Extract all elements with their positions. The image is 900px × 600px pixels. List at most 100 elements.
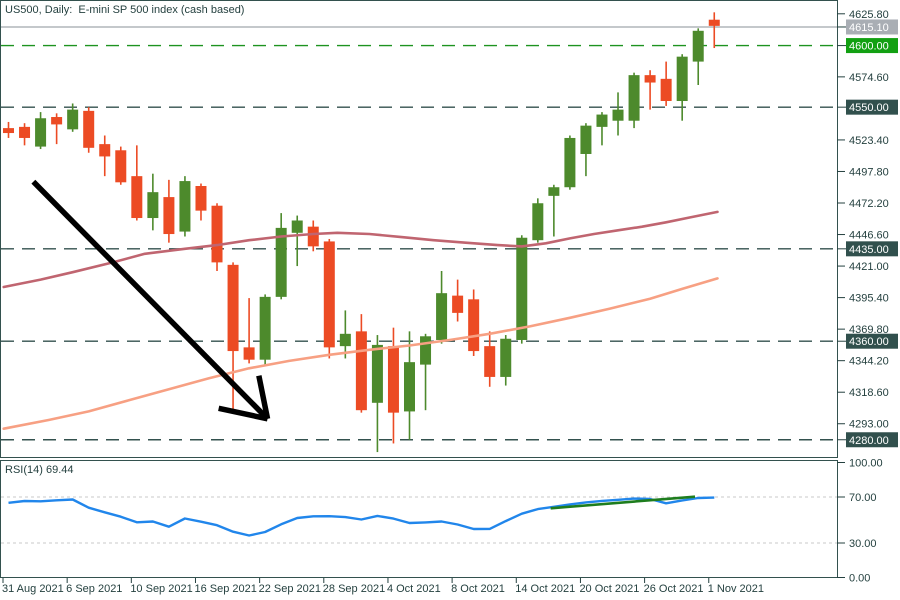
price-tick-label: 4497.80: [849, 166, 889, 178]
candle-body: [692, 30, 704, 62]
candle-body: [115, 150, 127, 183]
rsi-line: [8, 496, 715, 537]
candle-body: [163, 197, 175, 235]
arrow-barb: [256, 375, 271, 420]
candle-body: [532, 203, 544, 241]
candle-body: [339, 333, 351, 347]
date-tick-label: 31 Aug 2021: [2, 583, 64, 595]
candle-body: [131, 176, 143, 219]
candle-body: [564, 137, 576, 188]
price-tick-label: 4369.80: [849, 324, 889, 336]
ma-slow-darkred[interactable]: [2, 210, 719, 289]
current-price-badge: 4615.10: [849, 22, 889, 34]
candle-body: [387, 346, 399, 413]
date-tick-label: 28 Sep 2021: [323, 583, 385, 595]
rsi-indicator-label: RSI(14) 69.44: [5, 464, 74, 476]
candle-body: [468, 299, 480, 352]
candle-body: [404, 362, 415, 412]
price-tick-label: 4574.60: [849, 72, 889, 84]
candlestick-series: [3, 12, 720, 453]
rsi-tick-label: 0.00: [849, 573, 870, 585]
date-tick-label: 26 Oct 2021: [644, 583, 704, 595]
level-badge-4280.00-bg: [846, 432, 898, 448]
level-badge-4360.00-bg: [846, 333, 898, 349]
candle-body: [179, 181, 191, 232]
candle-body: [323, 241, 335, 348]
price-tick-label: 4472.20: [849, 198, 889, 210]
rsi-trendline-annotation[interactable]: [550, 495, 696, 510]
price-tick-label: 4293.00: [849, 419, 889, 431]
candle-body: [243, 347, 255, 360]
price-tick-label: 4446.60: [849, 230, 889, 242]
level-badge-4435.00: 4435.00: [849, 244, 889, 256]
candle-body: [19, 126, 31, 138]
candle-body: [99, 144, 111, 157]
price-tick-label: 4625.80: [849, 9, 889, 21]
candle-body: [644, 75, 656, 83]
price-tick-label: 4318.60: [849, 387, 889, 399]
level-badge-4360.00: 4360.00: [849, 336, 889, 348]
date-tick-label: 16 Sep 2021: [194, 583, 256, 595]
candle-body: [452, 295, 464, 313]
rsi-tick-label: 70.00: [849, 492, 877, 504]
price-tick-label: 4395.40: [849, 293, 889, 305]
date-tick-label: 20 Oct 2021: [579, 583, 639, 595]
date-tick-label: 4 Oct 2021: [387, 583, 441, 595]
candle-body: [51, 117, 63, 125]
price-tick-label: 4523.40: [849, 135, 889, 147]
candle-body: [516, 237, 528, 340]
candle-body: [676, 56, 688, 102]
candle-body: [436, 293, 448, 340]
level-badge-4600.00-bg: [846, 38, 898, 54]
candle-body: [612, 109, 624, 121]
candle-body: [420, 336, 432, 365]
level-badge-4280.00: 4280.00: [849, 435, 889, 447]
date-tick-label: 6 Sep 2021: [66, 583, 122, 595]
candle-body: [371, 344, 383, 403]
candle-body: [291, 220, 303, 233]
candle-body: [83, 110, 95, 148]
arrow-shaft: [31, 179, 270, 421]
candle-body: [227, 264, 239, 352]
date-tick-label: 8 Oct 2021: [451, 583, 505, 595]
candle-body: [259, 296, 271, 360]
candle-body: [35, 118, 47, 147]
date-tick-label: 22 Sep 2021: [259, 583, 321, 595]
ma-fast-salmon[interactable]: [2, 277, 719, 431]
level-badge-4435.00-bg: [846, 241, 898, 257]
candle-body: [628, 75, 640, 121]
current-price-badge-bg: [846, 19, 898, 35]
date-tick-label: 14 Oct 2021: [515, 583, 575, 595]
candle-body: [596, 114, 608, 127]
candle-body: [708, 19, 720, 26]
candle-body: [195, 186, 207, 211]
candle-body: [3, 128, 14, 134]
level-badge-4550.00-bg: [846, 99, 898, 115]
candle-body: [355, 331, 367, 411]
candle-body: [307, 226, 319, 247]
trend-arrow-annotation[interactable]: [31, 179, 271, 422]
candle-body: [500, 338, 512, 377]
rsi-panel[interactable]: [0, 460, 838, 578]
candle-body: [147, 192, 159, 219]
candle-body: [580, 125, 592, 154]
date-tick-label: 10 Sep 2021: [130, 583, 192, 595]
chart-title: US500, Daily: E-mini SP 500 index (cash …: [5, 4, 245, 16]
level-badge-4550.00: 4550.00: [849, 102, 889, 114]
candle-body: [275, 227, 287, 297]
rsi-tick-label: 30.00: [849, 538, 877, 550]
date-tick-label: 1 Nov 2021: [708, 583, 764, 595]
candle-body: [660, 78, 672, 102]
price-tick-label: 4344.20: [849, 356, 889, 368]
candle-body: [548, 187, 560, 196]
candle-body: [67, 109, 79, 130]
candle-body: [484, 346, 496, 377]
arrow-barb: [218, 405, 269, 422]
level-badge-4600.00: 4600.00: [849, 41, 889, 53]
candle-body: [211, 205, 223, 263]
price-tick-label: 4421.00: [849, 261, 889, 273]
rsi-tick-label: 100.00: [849, 458, 883, 470]
main-chart-panel[interactable]: [0, 0, 838, 458]
